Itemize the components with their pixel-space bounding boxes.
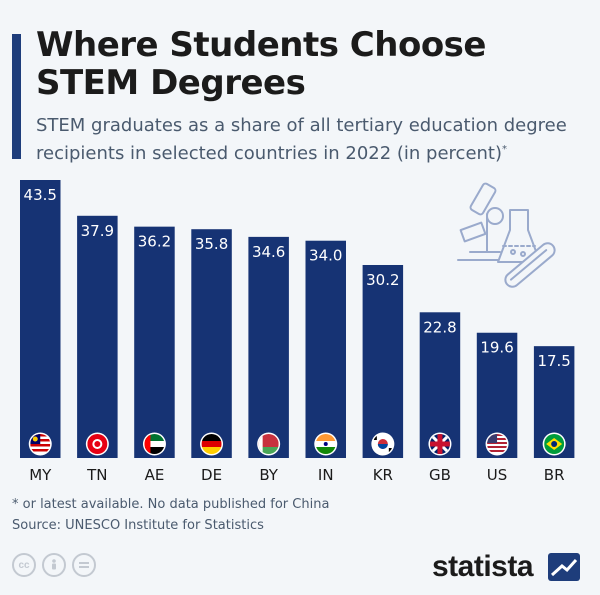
subtitle-footnote-marker: * <box>502 144 508 155</box>
category-label: DE <box>201 466 222 484</box>
category-label: KR <box>373 466 393 484</box>
flag-stripe <box>258 447 279 454</box>
flag-stripe <box>30 444 51 447</box>
malaysia-flag-icon <box>30 434 51 454</box>
statista-logo-text: statista <box>432 550 534 583</box>
flag-trigram <box>388 448 392 452</box>
lab-illustration-icon <box>457 182 556 288</box>
category-label: GB <box>429 466 451 484</box>
flag-crescent <box>94 441 101 447</box>
subtitle-text: STEM graduates as a share of all tertiar… <box>36 115 567 164</box>
source-note: Source: UNESCO Institute for Statistics <box>12 518 264 533</box>
flag-stripe <box>315 447 336 454</box>
flag-stripe <box>144 447 165 454</box>
brazil-flag-icon <box>544 434 565 454</box>
flag-stripe <box>144 434 165 441</box>
flag-wheel <box>323 442 328 446</box>
statista-logo-icon <box>548 553 580 581</box>
equals-icon <box>72 553 96 577</box>
bar-kr <box>362 264 404 458</box>
category-label: IN <box>318 466 334 484</box>
category-label: BY <box>259 466 278 484</box>
flag-cross <box>437 434 443 454</box>
uae-flag-icon <box>144 434 165 454</box>
bar-value-label: 30.2 <box>366 271 399 289</box>
category-label: AE <box>145 466 165 484</box>
flag-stripe <box>487 446 508 448</box>
bar-value-label: 37.9 <box>81 222 114 240</box>
flag-stripe <box>144 441 165 447</box>
category-label: TN <box>86 466 107 484</box>
person-icon <box>42 553 66 577</box>
uk-flag-icon <box>429 434 450 454</box>
accent-bar <box>12 34 21 159</box>
bar-value-label: 43.5 <box>24 186 57 204</box>
flag-hoist <box>144 434 151 454</box>
bar-value-label: 35.8 <box>195 235 228 253</box>
category-label: US <box>487 466 508 484</box>
tunisia-flag-icon <box>87 434 108 454</box>
flag-stripe <box>201 441 222 447</box>
bar-value-label: 22.8 <box>423 318 456 336</box>
belarus-flag-icon <box>258 434 279 454</box>
flag-crescent <box>32 436 38 442</box>
bar-chart: 43.5 MY 37.9 TN 36.2 AE 35.8 DE 34.6 BY 34.0 IN 30.2… <box>20 180 575 484</box>
footnote: * or latest available. No data published… <box>12 497 330 512</box>
flag-globe <box>551 441 558 447</box>
flag-stripe <box>201 447 222 454</box>
flag-hoist <box>258 434 263 454</box>
bar-value-label: 36.2 <box>138 233 171 251</box>
india-flag-icon <box>315 434 336 454</box>
flag-stripe <box>30 449 51 452</box>
bar-ae <box>134 226 175 458</box>
bar-value-label: 34.0 <box>309 247 342 265</box>
bar-value-label: 34.6 <box>252 243 285 261</box>
flag-stripe <box>487 450 508 452</box>
flag-trigram <box>373 436 377 440</box>
chart-subtitle: STEM graduates as a share of all tertiar… <box>36 114 586 166</box>
bar-by <box>248 236 289 458</box>
bar-de <box>191 229 232 458</box>
bar-my <box>20 180 61 458</box>
chart-title: Where Students Choose STEM Degrees <box>36 25 486 103</box>
flag-stripe <box>315 434 336 441</box>
cc-icon: cc <box>12 553 36 577</box>
flag-canton <box>487 434 498 443</box>
flag-taeguk-lower <box>377 444 388 449</box>
bar-value-label: 19.6 <box>480 339 513 357</box>
flag-stripe <box>201 434 222 441</box>
bar-value-label: 17.5 <box>537 352 570 370</box>
bar-tn <box>77 215 118 458</box>
category-label: MY <box>29 466 52 484</box>
license-icons: cc <box>12 553 96 577</box>
south-korea-flag-icon <box>372 434 393 454</box>
germany-flag-icon <box>201 434 222 454</box>
category-label: BR <box>544 466 565 484</box>
flag-stripe <box>258 434 279 447</box>
usa-flag-icon <box>487 434 508 454</box>
bar-in <box>305 240 346 458</box>
